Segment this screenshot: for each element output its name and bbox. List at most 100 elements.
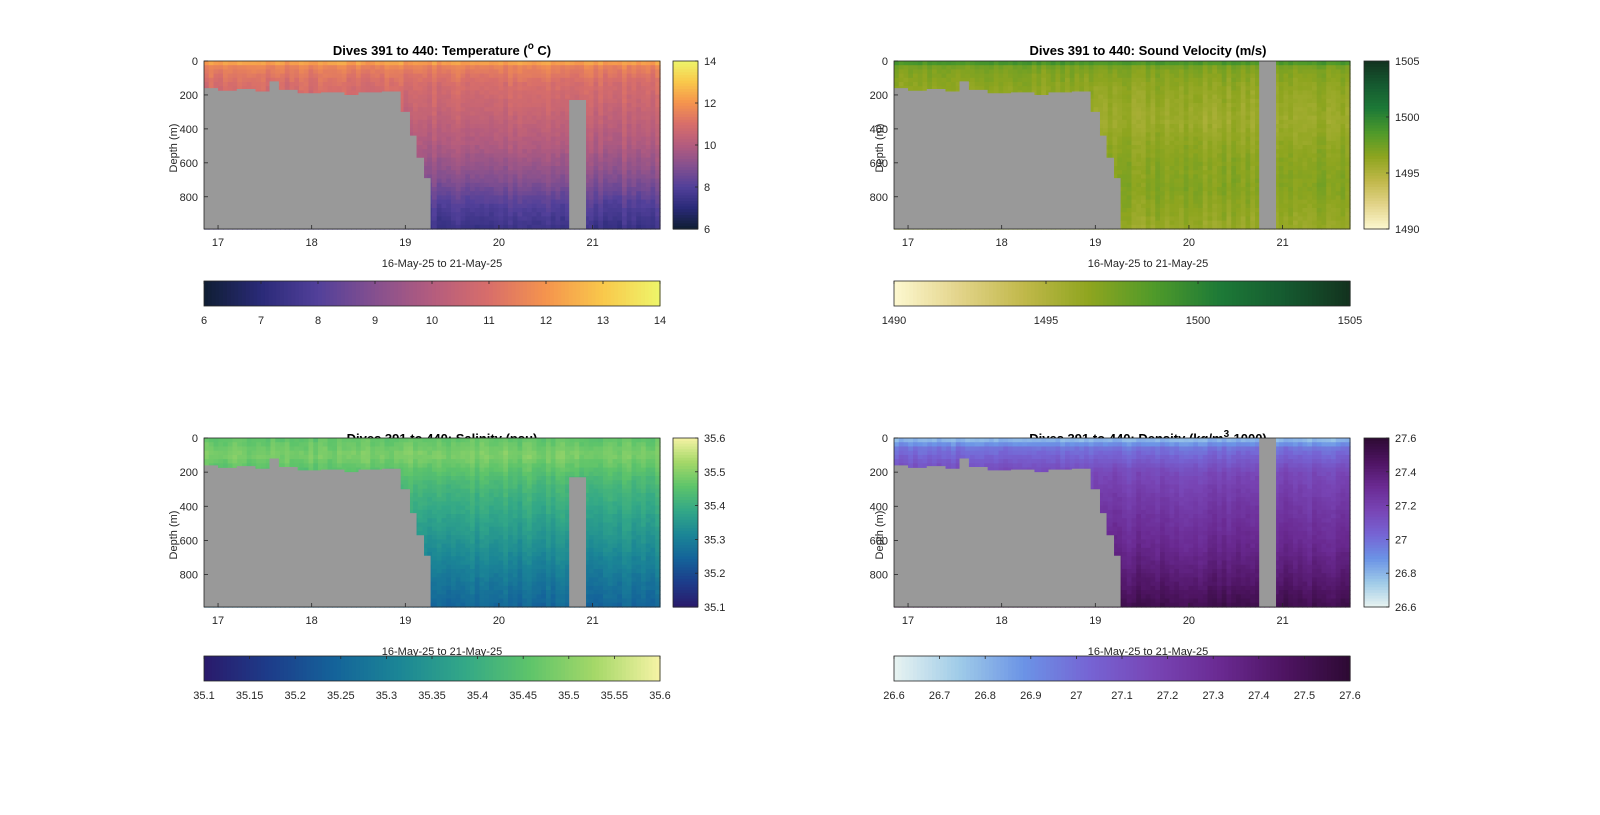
heatmap-cell: [555, 124, 561, 129]
heatmap-cell: [631, 203, 637, 209]
heatmap-cell: [479, 224, 485, 230]
heatmap-cell: [546, 216, 552, 222]
heatmap-cell: [655, 111, 661, 117]
heatmap-cell: [460, 195, 466, 201]
heatmap-cell: [598, 124, 604, 129]
heatmap-cell: [474, 203, 481, 209]
colorbar-swatch: [553, 281, 558, 306]
heatmap-cell: [455, 86, 462, 91]
heatmap-cell: [474, 124, 481, 129]
heatmap-cell: [898, 77, 905, 83]
heatmap-cell: [636, 195, 642, 201]
heatmap-cell: [612, 111, 618, 117]
heatmap-cell: [569, 82, 576, 87]
heatmap-cell: [645, 224, 652, 230]
heatmap-cell: [451, 90, 457, 96]
heatmap-cell: [479, 65, 485, 70]
heatmap-cell: [927, 61, 933, 66]
heatmap-cell: [565, 187, 571, 192]
colorbar-swatch: [485, 281, 490, 306]
heatmap-cell: [626, 153, 633, 159]
heatmap-cell: [470, 145, 476, 150]
heatmap-cell: [474, 161, 481, 167]
heatmap-cell: [936, 77, 943, 83]
colorbar-tick-label: 9: [372, 315, 378, 327]
heatmap-cell: [251, 82, 257, 87]
heatmap-cell: [922, 77, 928, 83]
heatmap-cell: [989, 61, 995, 66]
heatmap-cell: [546, 119, 552, 125]
heatmap-cell: [427, 111, 433, 117]
heatmap-cell: [465, 132, 471, 138]
heatmap-cell: [403, 103, 409, 108]
heatmap-cell: [555, 136, 561, 142]
heatmap-cell: [432, 153, 438, 159]
heatmap-cell: [413, 86, 419, 91]
heatmap-cell: [284, 82, 291, 87]
heatmap-cell: [489, 182, 495, 188]
heatmap-cell: [607, 132, 614, 138]
colorbar-swatch: [549, 281, 555, 306]
heatmap-cell: [432, 77, 438, 83]
heatmap-cell: [541, 107, 547, 112]
heatmap-cell: [527, 98, 533, 104]
heatmap-cell: [517, 216, 523, 222]
heatmap-cell: [498, 77, 504, 83]
heatmap-cell: [479, 199, 485, 205]
colorbar-swatch: [496, 281, 501, 306]
heatmap-cell: [531, 208, 538, 213]
heatmap-cell: [612, 220, 618, 226]
heatmap-cell: [541, 82, 547, 87]
heatmap-cell: [970, 61, 976, 66]
heatmap-cell: [493, 103, 500, 108]
colorbar-swatch: [595, 281, 600, 306]
heatmap-cell: [622, 98, 628, 104]
heatmap-cell: [294, 61, 300, 66]
heatmap-cell: [584, 90, 590, 96]
heatmap-cell: [436, 212, 443, 217]
heatmap-cell: [641, 208, 647, 213]
heatmap-cell: [588, 220, 595, 226]
heatmap-cell: [451, 182, 457, 188]
heatmap-cell: [394, 82, 400, 87]
heatmap-cell: [432, 82, 438, 87]
heatmap-cell: [327, 86, 333, 91]
heatmap-cell: [460, 174, 466, 180]
heatmap-cell: [622, 111, 628, 117]
heatmap-cell: [479, 153, 485, 159]
heatmap-cell: [218, 77, 224, 83]
heatmap-cell: [612, 203, 618, 209]
heatmap-cell: [603, 140, 609, 146]
heatmap-cell: [512, 69, 519, 75]
heatmap-cell: [508, 199, 514, 205]
heatmap-cell: [508, 170, 514, 175]
heatmap-cell: [508, 98, 514, 104]
heatmap-cell: [484, 153, 490, 159]
heatmap-cell: [422, 153, 428, 159]
heatmap-cell: [650, 119, 656, 125]
heatmap-cell: [474, 65, 481, 70]
heatmap-cell: [603, 212, 609, 217]
heatmap-cell: [655, 128, 661, 133]
heatmap-cell: [455, 61, 462, 66]
heatmap-cell: [503, 111, 509, 117]
heatmap-cell: [313, 90, 319, 96]
colorbar-swatch: [447, 281, 452, 306]
heatmap-cell: [626, 182, 633, 188]
heatmap-cell: [922, 65, 928, 70]
heatmap-cell: [460, 203, 466, 209]
heatmap-cell: [636, 149, 642, 154]
heatmap-cell: [299, 90, 305, 96]
heatmap-cell: [484, 132, 490, 138]
heatmap-cell: [417, 132, 424, 138]
heatmap-cell: [441, 98, 447, 104]
heatmap-cell: [560, 82, 566, 87]
heatmap-cell: [498, 132, 504, 138]
heatmap-cell: [593, 140, 599, 146]
heatmap-cell: [593, 224, 599, 230]
heatmap-cell: [541, 191, 547, 196]
heatmap-cell: [465, 199, 471, 205]
heatmap-cell: [903, 61, 909, 66]
colorbar-swatch: [673, 189, 698, 194]
heatmap-cell: [474, 61, 481, 66]
